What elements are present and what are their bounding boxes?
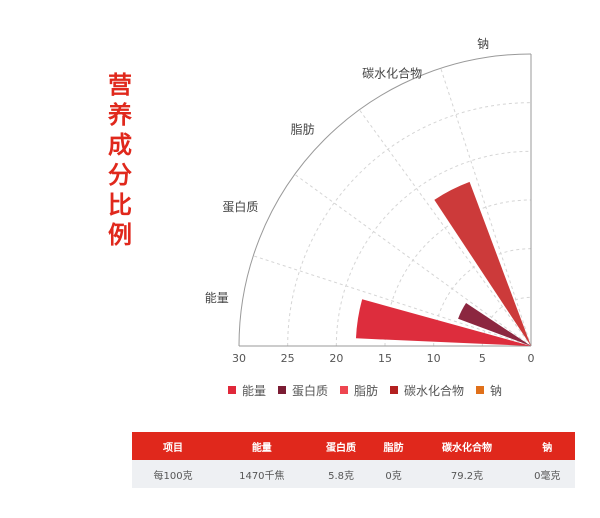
legend-swatch xyxy=(476,386,485,394)
legend-swatch xyxy=(277,386,286,394)
r-tick-label: 5 xyxy=(479,352,486,365)
table-body: 每100克 1470千焦 5.8克 0克 79.2克 0毫克 xyxy=(132,460,575,488)
legend-item[interactable]: 能量 xyxy=(227,380,266,400)
category-label: 脂肪 xyxy=(291,122,315,137)
table-cell: 1470千焦 xyxy=(214,460,310,488)
bar-1 xyxy=(458,303,531,346)
legend-item[interactable]: 钠 xyxy=(476,380,502,400)
legend-label: 脂肪 xyxy=(353,383,378,398)
legend-label: 能量 xyxy=(241,383,266,398)
side-title-char: 比 xyxy=(108,191,132,219)
legend-swatch xyxy=(339,386,348,394)
category-label: 蛋白质 xyxy=(222,199,258,214)
table-row: 每100克 1470千焦 5.8克 0克 79.2克 0毫克 xyxy=(132,460,575,488)
outer-arc xyxy=(238,53,532,347)
category-label: 碳水化合物 xyxy=(362,65,422,80)
side-title-char: 例 xyxy=(108,221,132,249)
table-cell: 5.8克 xyxy=(309,460,373,488)
r-tick-label: 10 xyxy=(427,352,441,365)
r-tick-label: 15 xyxy=(378,352,392,365)
category-label: 能量 xyxy=(205,291,229,305)
category-label: 钠 xyxy=(477,36,489,51)
r-tick-label: 0 xyxy=(528,352,535,365)
polar-bars xyxy=(355,181,531,346)
grid-ring xyxy=(481,296,532,347)
polar-labels: 30 25 20 15 10 5 0 能量 蛋白质 脂肪 碳水化合物 钠 xyxy=(205,36,535,365)
r-tick-label: 20 xyxy=(329,352,343,365)
table-cell: 0克 xyxy=(372,460,415,488)
side-title-char: 养 xyxy=(108,101,132,129)
chart-side-title: 营养成分比例 xyxy=(102,70,138,250)
polar-grid xyxy=(238,53,532,347)
legend-swatch xyxy=(227,386,236,394)
bar-0 xyxy=(355,299,531,346)
side-title-char: 营 xyxy=(108,71,132,99)
grid-radial xyxy=(358,109,532,347)
grid-radial xyxy=(253,255,532,347)
table-header-cell: 碳水化合物 xyxy=(414,432,520,460)
legend-item[interactable]: 脂肪 xyxy=(339,380,378,400)
side-title-char: 分 xyxy=(108,161,132,189)
r-tick-label: 30 xyxy=(232,352,246,365)
legend-item[interactable]: 碳水化合物 xyxy=(390,380,464,400)
table-cell: 每100克 xyxy=(132,460,215,488)
chart-legend: 能量 蛋白质 脂肪 碳水化合物 钠 xyxy=(0,380,600,400)
table-header-cell: 项目 xyxy=(132,432,215,460)
table-header-cell: 蛋白质 xyxy=(309,432,373,460)
legend-swatch xyxy=(390,386,398,394)
nutrition-table: 项目 能量 蛋白质 脂肪 碳水化合物钠 每100克 1470千焦 5.8克 0克 79.2克 0毫… xyxy=(132,432,575,488)
side-title-char: 成 xyxy=(108,131,132,159)
legend-label: 钠 xyxy=(490,383,503,398)
legend-label: 碳水化合物 xyxy=(404,383,465,398)
r-tick-label: 25 xyxy=(281,352,295,365)
table-cell: 0毫克 xyxy=(519,460,575,488)
grid-ring xyxy=(335,150,532,347)
grid-radial xyxy=(294,173,532,347)
table-header-cell: 脂肪 xyxy=(372,432,415,460)
table-header-row: 项目 能量 蛋白质 脂肪 碳水化合物钠 xyxy=(132,432,575,460)
polar-bar-chart: 30 25 20 15 10 5 0 能量 蛋白质 脂肪 碳水化合物 钠 xyxy=(205,36,535,365)
grid-ring xyxy=(287,102,532,347)
table-cell: 79.2克 xyxy=(414,460,520,488)
table-header-cell: 钠 xyxy=(519,432,575,460)
bar-3 xyxy=(434,181,531,346)
grid-radial xyxy=(440,68,532,347)
legend-item[interactable]: 蛋白质 xyxy=(277,380,328,400)
table-header-cell: 能量 xyxy=(214,432,310,460)
legend-label: 蛋白质 xyxy=(291,383,328,398)
